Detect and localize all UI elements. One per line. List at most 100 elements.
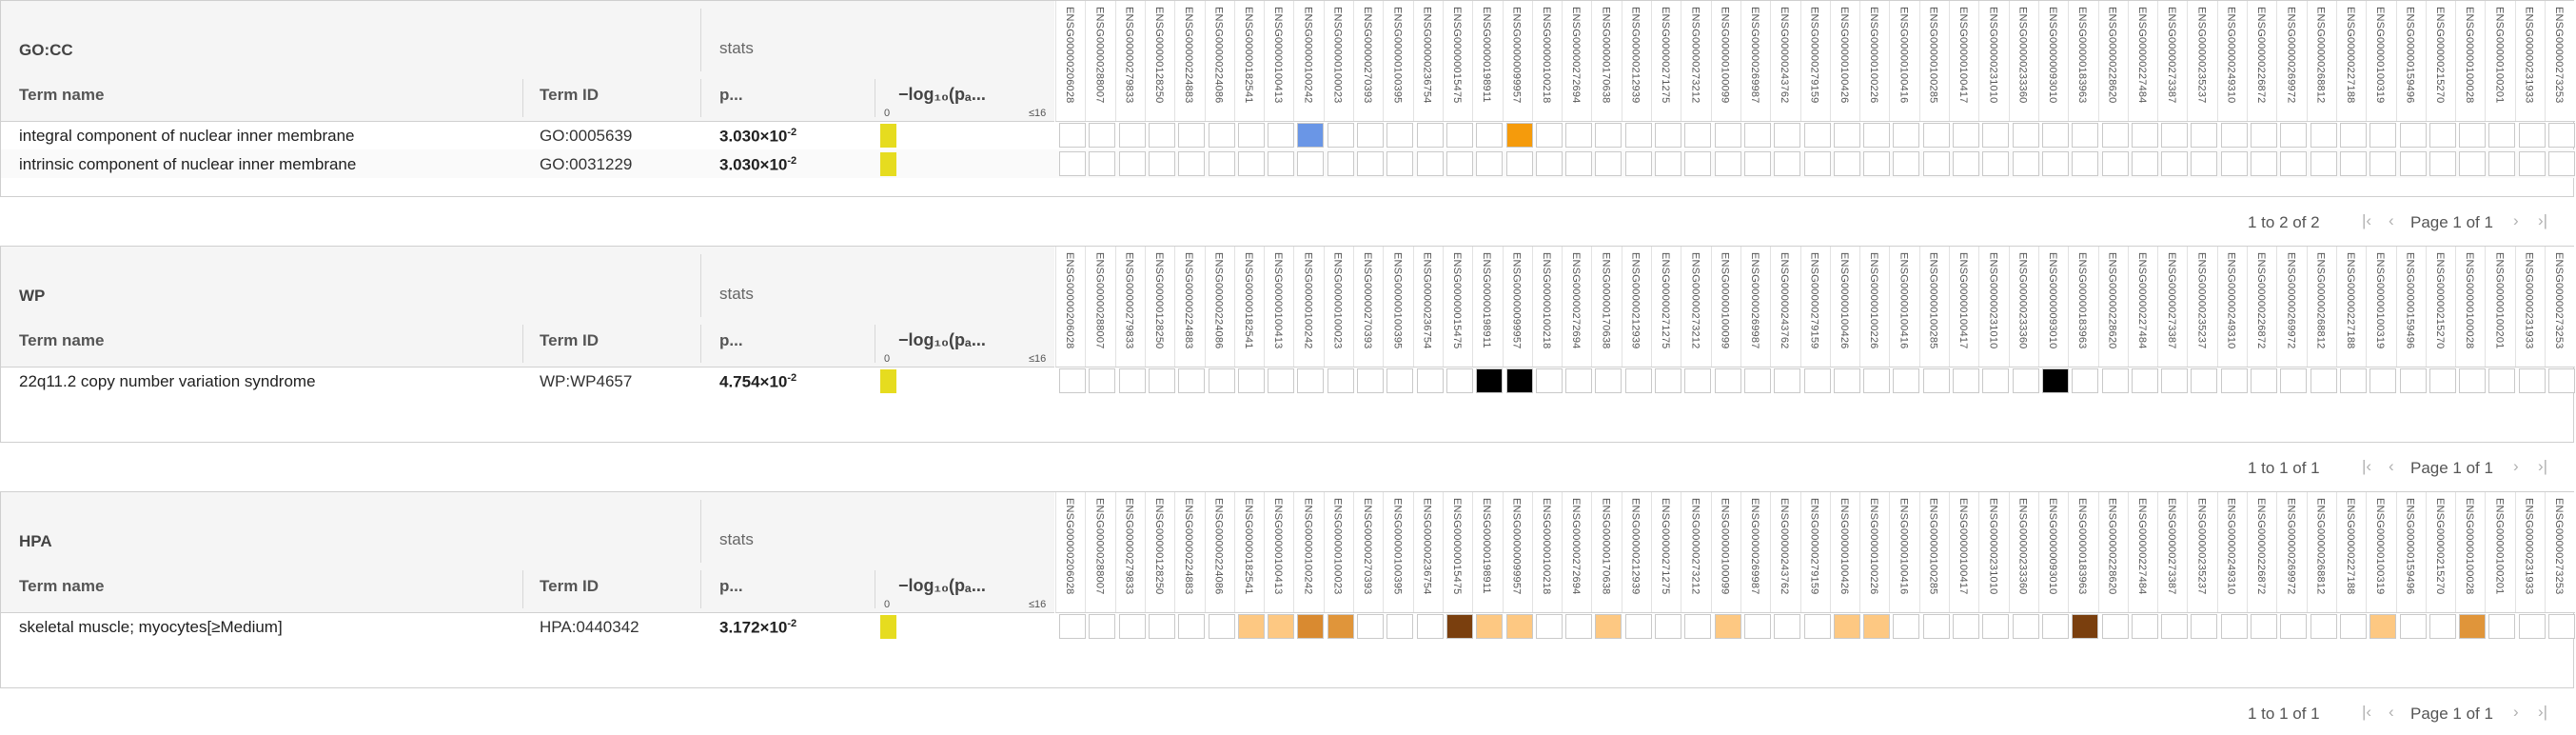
gene-cell[interactable] — [1743, 368, 1771, 393]
gene-column[interactable]: ENSG00000233360 — [2008, 1, 2039, 121]
gene-cell[interactable] — [1624, 368, 1652, 393]
gene-cell[interactable] — [1089, 368, 1116, 393]
gene-cell[interactable] — [1595, 368, 1622, 393]
gene-cell[interactable] — [2548, 368, 2575, 393]
gene-cell[interactable] — [2310, 614, 2337, 639]
gene-column[interactable]: ENSG00000183963 — [2068, 247, 2098, 367]
gene-cell[interactable] — [2370, 123, 2397, 148]
gene-cell[interactable] — [1089, 123, 1116, 148]
first-page-icon[interactable]: |‹ — [2362, 457, 2372, 475]
gene-column[interactable]: ENSG00000093010 — [2037, 492, 2069, 612]
gene-column[interactable]: ENSG00000269987 — [1740, 247, 1771, 367]
gene-cell[interactable] — [1416, 151, 1444, 176]
gene-cell[interactable] — [1922, 123, 1950, 148]
prev-page-icon[interactable]: ‹ — [2389, 457, 2394, 475]
gene-cell[interactable] — [1774, 123, 1801, 148]
gene-column[interactable]: ENSG00000182541 — [1233, 247, 1265, 367]
gene-cell[interactable] — [1714, 614, 1741, 639]
gene-column[interactable]: ENSG00000100242 — [1293, 1, 1324, 121]
gene-cell[interactable] — [1208, 123, 1235, 148]
gene-cell[interactable] — [1833, 368, 1860, 393]
first-page-icon[interactable]: |‹ — [2362, 211, 2372, 229]
gene-cell[interactable] — [1178, 123, 1206, 148]
gene-cell[interactable] — [2548, 123, 2575, 148]
gene-cell[interactable] — [1922, 368, 1950, 393]
gene-column[interactable]: ENSG00000099957 — [1502, 247, 1533, 367]
gene-cell[interactable] — [2072, 368, 2099, 393]
gene-cell[interactable] — [2518, 368, 2546, 393]
gene-cell[interactable] — [1237, 368, 1265, 393]
gene-column[interactable]: ENSG00000100028 — [2455, 1, 2486, 121]
gene-cell[interactable] — [1059, 151, 1086, 176]
gene-cell[interactable] — [1297, 368, 1325, 393]
gene-cell[interactable] — [2012, 614, 2039, 639]
gene-column[interactable]: ENSG00000206028 — [1055, 247, 1086, 367]
gene-column[interactable]: ENSG00000227188 — [2335, 492, 2367, 612]
gene-cell[interactable] — [1416, 614, 1444, 639]
gene-column[interactable]: ENSG00000100226 — [1859, 247, 1890, 367]
gene-column[interactable]: ENSG00000273212 — [1681, 247, 1711, 367]
gene-column[interactable]: ENSG00000224883 — [1174, 492, 1205, 612]
gene-column[interactable]: ENSG00000228620 — [2097, 492, 2129, 612]
gene-cell[interactable] — [1386, 151, 1414, 176]
gene-cell[interactable] — [2488, 123, 2516, 148]
gene-column[interactable]: ENSG00000231010 — [1978, 1, 2009, 121]
gene-column[interactable]: ENSG00000100023 — [1323, 247, 1354, 367]
gene-cell[interactable] — [2310, 368, 2337, 393]
term-id[interactable]: WP:WP4657 — [540, 372, 633, 390]
gene-column[interactable]: ENSG00000269987 — [1740, 492, 1771, 612]
gene-cell[interactable] — [1743, 614, 1771, 639]
gene-cell[interactable] — [1565, 614, 1593, 639]
gene-cell[interactable] — [1743, 151, 1771, 176]
gene-cell[interactable] — [1714, 368, 1741, 393]
gene-column[interactable]: ENSG00000100395 — [1383, 247, 1413, 367]
gene-column[interactable]: ENSG00000100426 — [1829, 492, 1860, 612]
gene-cell[interactable] — [1445, 123, 1473, 148]
gene-cell[interactable] — [2399, 123, 2427, 148]
gene-column[interactable]: ENSG00000273253 — [2545, 247, 2575, 367]
gene-column[interactable]: ENSG00000100201 — [2485, 1, 2515, 121]
gene-column[interactable]: ENSG00000270393 — [1353, 1, 1384, 121]
gene-column[interactable]: ENSG00000100285 — [1918, 1, 1950, 121]
gene-cell[interactable] — [1386, 123, 1414, 148]
gene-column[interactable]: ENSG00000183963 — [2068, 492, 2098, 612]
gene-column[interactable]: ENSG00000100242 — [1293, 247, 1324, 367]
next-page-icon[interactable]: › — [2513, 211, 2519, 229]
gene-cell[interactable] — [1505, 614, 1533, 639]
gene-column[interactable]: ENSG00000099957 — [1502, 1, 1533, 121]
gene-cell[interactable] — [1953, 151, 1979, 176]
gene-cell[interactable] — [1148, 151, 1175, 176]
gene-cell[interactable] — [2280, 123, 2308, 148]
gene-cell[interactable] — [2429, 151, 2456, 176]
gene-cell[interactable] — [1833, 614, 1860, 639]
gene-column[interactable]: ENSG00000236754 — [1412, 492, 1444, 612]
gene-column[interactable]: ENSG00000100028 — [2455, 247, 2486, 367]
last-page-icon[interactable]: ›| — [2538, 703, 2548, 721]
gene-cell[interactable] — [1863, 614, 1891, 639]
neglog10-header[interactable]: −log₁₀(pₐ... — [898, 330, 986, 349]
gene-cell[interactable] — [1268, 614, 1295, 639]
term-id-header[interactable]: Term ID — [540, 577, 600, 595]
last-page-icon[interactable]: ›| — [2538, 211, 2548, 229]
gene-cell[interactable] — [1357, 368, 1384, 393]
gene-column[interactable]: ENSG00000100023 — [1323, 492, 1354, 612]
gene-cell[interactable] — [2399, 614, 2427, 639]
gene-cell[interactable] — [1535, 123, 1563, 148]
gene-column[interactable]: ENSG00000273387 — [2157, 247, 2188, 367]
gene-column[interactable]: ENSG00000226872 — [2247, 1, 2277, 121]
gene-cell[interactable] — [1476, 614, 1504, 639]
gene-cell[interactable] — [2012, 368, 2039, 393]
gene-column[interactable]: ENSG00000100319 — [2366, 492, 2396, 612]
gene-cell[interactable] — [2251, 368, 2277, 393]
gene-cell[interactable] — [1237, 123, 1265, 148]
gene-column[interactable]: ENSG00000227188 — [2335, 1, 2367, 121]
gene-column[interactable]: ENSG00000100242 — [1293, 492, 1324, 612]
gene-cell[interactable] — [2191, 123, 2218, 148]
gene-cell[interactable] — [2220, 151, 2248, 176]
gene-cell[interactable] — [1208, 151, 1235, 176]
gene-column[interactable]: ENSG00000212939 — [1621, 247, 1652, 367]
gene-column[interactable]: ENSG00000100023 — [1323, 1, 1354, 121]
gene-cell[interactable] — [1476, 151, 1504, 176]
gene-column[interactable]: ENSG00000227484 — [2127, 1, 2158, 121]
gene-cell[interactable] — [2220, 123, 2248, 148]
